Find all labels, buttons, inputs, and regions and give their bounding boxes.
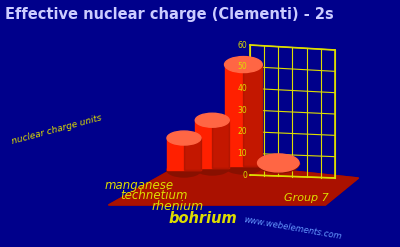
Text: www.webelements.com: www.webelements.com: [243, 215, 342, 241]
Text: nuclear charge units: nuclear charge units: [10, 114, 103, 146]
Polygon shape: [258, 163, 299, 164]
Polygon shape: [108, 160, 358, 205]
Text: 30: 30: [238, 105, 247, 115]
Ellipse shape: [224, 158, 262, 174]
Polygon shape: [184, 138, 201, 170]
Ellipse shape: [224, 57, 262, 73]
Ellipse shape: [258, 154, 299, 172]
Ellipse shape: [195, 113, 229, 127]
Text: 60: 60: [238, 41, 247, 49]
Text: 50: 50: [238, 62, 247, 71]
Text: 40: 40: [238, 84, 247, 93]
Polygon shape: [278, 163, 299, 164]
Ellipse shape: [258, 155, 299, 173]
Text: Group 7: Group 7: [284, 193, 329, 203]
Polygon shape: [108, 160, 358, 205]
Text: rhenium: rhenium: [151, 200, 204, 212]
Ellipse shape: [195, 161, 229, 175]
Text: 0: 0: [242, 170, 247, 180]
Polygon shape: [224, 64, 262, 166]
Text: 20: 20: [238, 127, 247, 136]
Text: manganese: manganese: [105, 179, 174, 191]
Polygon shape: [195, 120, 229, 168]
Polygon shape: [244, 64, 262, 166]
Polygon shape: [212, 120, 229, 168]
Ellipse shape: [167, 131, 201, 145]
Ellipse shape: [167, 163, 201, 177]
Text: bohrium: bohrium: [168, 210, 237, 226]
Text: 10: 10: [238, 149, 247, 158]
Text: Effective nuclear charge (Clementi) - 2s: Effective nuclear charge (Clementi) - 2s: [5, 6, 334, 21]
Polygon shape: [167, 138, 201, 170]
Text: technetium: technetium: [120, 188, 188, 202]
